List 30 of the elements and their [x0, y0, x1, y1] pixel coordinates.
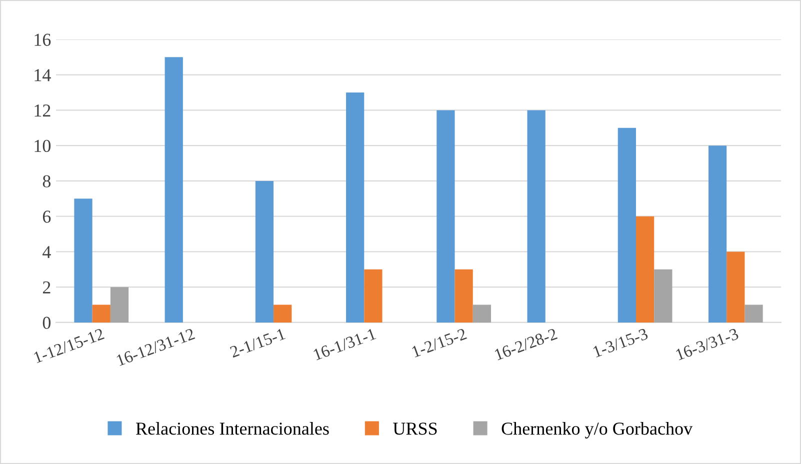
y-tick-label: 12	[34, 104, 50, 116]
bar	[527, 110, 546, 322]
legend-label: URSS	[393, 422, 437, 435]
bar	[454, 269, 473, 322]
bar	[744, 304, 763, 322]
bar	[255, 180, 274, 322]
legend-label: Chernenko y/o Gorbachov	[502, 422, 693, 438]
y-tick-label: 2	[42, 281, 50, 294]
bar	[708, 146, 727, 322]
y-tick-label: 0	[42, 316, 51, 329]
y-tick-label: 6	[42, 210, 51, 223]
bar	[364, 269, 382, 322]
bar	[654, 269, 672, 322]
y-tick-label: 10	[34, 140, 51, 152]
y-tick-label: 14	[34, 69, 51, 82]
y-tick-label: 8	[42, 175, 51, 188]
bar	[346, 92, 364, 322]
bar	[74, 198, 92, 322]
bar	[618, 128, 636, 322]
y-tick-label: 16	[34, 34, 51, 46]
legend-label: Relaciones Internacionales	[136, 422, 329, 435]
bar	[436, 110, 455, 322]
bar	[726, 252, 745, 322]
bar	[92, 304, 110, 322]
bar	[110, 287, 129, 322]
y-tick-label: 4	[42, 246, 51, 258]
bar	[636, 216, 654, 322]
bar	[472, 304, 492, 322]
bar	[274, 304, 292, 322]
bar	[164, 57, 183, 322]
